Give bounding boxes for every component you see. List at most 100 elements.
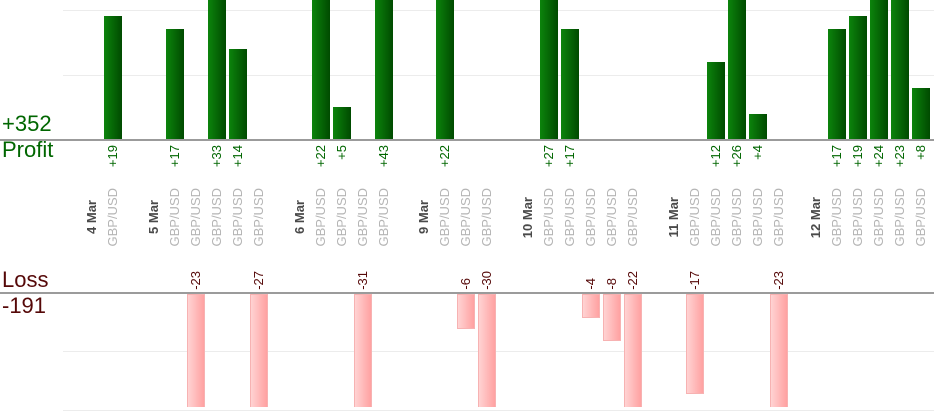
profit-bar bbox=[540, 0, 558, 140]
loss-baseline bbox=[0, 292, 934, 294]
loss-gridline--20 bbox=[63, 410, 934, 411]
profit-bar bbox=[312, 0, 330, 140]
profit-value-label: +17 bbox=[829, 145, 844, 168]
loss-axis-label: Loss bbox=[2, 267, 49, 292]
symbol-label: GBP/USD bbox=[562, 188, 577, 247]
symbol-label: GBP/USD bbox=[829, 188, 844, 247]
loss-value-label: -8 bbox=[604, 278, 619, 290]
loss-bar bbox=[770, 294, 788, 407]
symbol-label: GBP/USD bbox=[750, 188, 765, 247]
symbol-label: GBP/USD bbox=[355, 188, 370, 247]
profit-value-label: +17 bbox=[167, 145, 182, 168]
profit-panel bbox=[0, 0, 934, 140]
profit-bar bbox=[891, 0, 909, 140]
profit-value-label: +12 bbox=[708, 145, 723, 168]
symbol-label: GBP/USD bbox=[729, 188, 744, 247]
profit-value-label: +4 bbox=[750, 145, 765, 160]
symbol-label: GBP/USD bbox=[871, 188, 886, 247]
symbol-label: GBP/USD bbox=[687, 188, 702, 247]
symbol-label: GBP/USD bbox=[334, 188, 349, 247]
profit-bar bbox=[912, 88, 930, 140]
loss-value-label: -23 bbox=[188, 271, 203, 290]
profit-bar bbox=[828, 29, 846, 140]
symbol-label: GBP/USD bbox=[230, 188, 245, 247]
loss-gridline--10 bbox=[63, 351, 934, 352]
symbol-label: GBP/USD bbox=[313, 188, 328, 247]
profit-bar bbox=[561, 29, 579, 140]
loss-bar bbox=[250, 294, 268, 407]
profit-bar bbox=[229, 49, 247, 140]
symbol-label: GBP/USD bbox=[541, 188, 556, 247]
profit-bar bbox=[333, 107, 351, 140]
date-label: 12 Mar bbox=[808, 197, 823, 239]
profit-value-label: +33 bbox=[209, 145, 224, 168]
profit-value-label: +19 bbox=[105, 145, 120, 168]
symbol-label: GBP/USD bbox=[913, 188, 928, 247]
loss-bar bbox=[457, 294, 475, 329]
symbol-label: GBP/USD bbox=[437, 188, 452, 247]
loss-value-label: -6 bbox=[458, 278, 473, 290]
loss-bar bbox=[582, 294, 600, 318]
profit-bar bbox=[436, 0, 454, 140]
loss-value-label: -27 bbox=[251, 271, 266, 290]
date-label: 9 Mar bbox=[416, 200, 431, 234]
loss-total: -191 bbox=[2, 293, 47, 318]
profit-bar bbox=[104, 16, 122, 140]
loss-value-label: -17 bbox=[687, 271, 702, 290]
loss-value-label: -23 bbox=[771, 271, 786, 290]
profit-value-label: +24 bbox=[871, 145, 886, 168]
loss-bar bbox=[354, 294, 372, 407]
loss-value-label: -30 bbox=[479, 271, 494, 290]
profit-bar bbox=[375, 0, 393, 140]
loss-bar bbox=[478, 294, 496, 407]
profit-value-label: +26 bbox=[729, 145, 744, 168]
date-label: 11 Mar bbox=[666, 197, 681, 238]
loss-bar bbox=[624, 294, 642, 407]
symbol-label: GBP/USD bbox=[708, 188, 723, 247]
profit-bar bbox=[728, 0, 746, 140]
profit-value-label: +19 bbox=[850, 145, 865, 168]
profit-value-label: +23 bbox=[892, 145, 907, 168]
symbol-label: GBP/USD bbox=[479, 188, 494, 247]
profit-value-label: +14 bbox=[230, 145, 245, 168]
symbol-label: GBP/USD bbox=[771, 188, 786, 247]
symbol-label: GBP/USD bbox=[209, 188, 224, 247]
loss-bar bbox=[686, 294, 704, 394]
date-label: 5 Mar bbox=[146, 200, 161, 234]
symbol-label: GBP/USD bbox=[604, 188, 619, 247]
profit-baseline bbox=[0, 139, 934, 141]
date-label: 4 Mar bbox=[84, 200, 99, 234]
profit-value-label: +27 bbox=[541, 145, 556, 168]
loss-value-label: -31 bbox=[355, 271, 370, 290]
symbol-label: GBP/USD bbox=[583, 188, 598, 247]
profit-bar bbox=[208, 0, 226, 140]
profit-bar bbox=[166, 29, 184, 140]
date-label: 6 Mar bbox=[292, 200, 307, 234]
profit-value-label: +22 bbox=[313, 145, 328, 168]
profit-gridline-20 bbox=[63, 10, 934, 11]
date-label: 10 Mar bbox=[520, 197, 535, 239]
profit-value-label: +17 bbox=[562, 145, 577, 168]
loss-bar bbox=[187, 294, 205, 407]
profit-bar bbox=[749, 114, 767, 140]
loss-panel bbox=[0, 294, 934, 407]
symbol-label: GBP/USD bbox=[376, 188, 391, 247]
profit-bar bbox=[707, 62, 725, 140]
profit-value-label: +5 bbox=[334, 145, 349, 160]
profit-value-label: +8 bbox=[913, 145, 928, 160]
symbol-label: GBP/USD bbox=[892, 188, 907, 247]
loss-value-label: -22 bbox=[625, 271, 640, 290]
symbol-label: GBP/USD bbox=[188, 188, 203, 247]
profit-value-label: +22 bbox=[437, 145, 452, 168]
loss-value-label: -4 bbox=[583, 278, 598, 290]
symbol-label: GBP/USD bbox=[458, 188, 473, 247]
profit-axis-label: Profit bbox=[2, 137, 54, 162]
symbol-label: GBP/USD bbox=[105, 188, 120, 247]
symbol-label: GBP/USD bbox=[251, 188, 266, 247]
profit-value-label: +43 bbox=[376, 145, 391, 168]
symbol-label: GBP/USD bbox=[625, 188, 640, 247]
profit-gridline-10 bbox=[63, 75, 934, 76]
profit-bar bbox=[849, 16, 867, 140]
symbol-label: GBP/USD bbox=[850, 188, 865, 247]
